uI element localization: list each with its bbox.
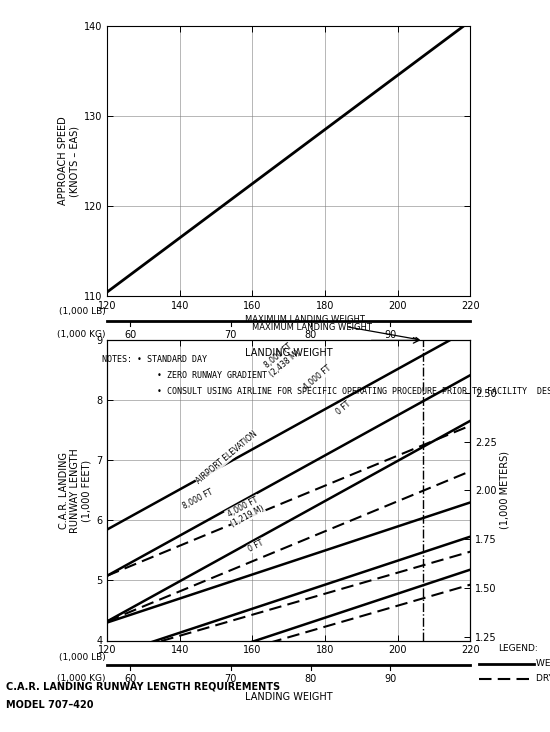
Text: MODEL 707–420: MODEL 707–420 xyxy=(6,700,93,710)
Text: (1,000 KG): (1,000 KG) xyxy=(57,330,106,339)
Text: LEGEND:: LEGEND: xyxy=(498,644,537,653)
Text: 80: 80 xyxy=(304,674,317,684)
Text: (1,000 LB): (1,000 LB) xyxy=(59,307,106,316)
Text: WET RUNWAY: WET RUNWAY xyxy=(536,660,550,668)
Text: (1,000 LB): (1,000 LB) xyxy=(59,652,106,662)
Text: 80: 80 xyxy=(304,330,317,340)
Text: 0 FT: 0 FT xyxy=(247,538,265,553)
Text: MAXIMUM LANDING WEIGHT: MAXIMUM LANDING WEIGHT xyxy=(245,315,419,340)
Text: 8,000 FT
(2,438 M): 8,000 FT (2,438 M) xyxy=(261,340,302,378)
Text: DRY RUNWAY: DRY RUNWAY xyxy=(536,674,550,683)
Text: • CONSULT USING AIRLINE FOR SPECIFIC OPERATING PROCEDURE PRIOR TO FACILITY  DESI: • CONSULT USING AIRLINE FOR SPECIFIC OPE… xyxy=(102,387,550,396)
Text: 70: 70 xyxy=(224,674,237,684)
Text: C.A.R. LANDING RUNWAY LENGTH REQUIREMENTS: C.A.R. LANDING RUNWAY LENGTH REQUIREMENT… xyxy=(6,681,279,692)
Y-axis label: (1,000 METERS): (1,000 METERS) xyxy=(499,452,510,529)
Text: 70: 70 xyxy=(224,330,237,340)
Y-axis label: APPROACH SPEED
(KNOTS – EAS): APPROACH SPEED (KNOTS – EAS) xyxy=(58,116,80,206)
Text: 8,000 FT: 8,000 FT xyxy=(182,488,214,511)
Text: • ZERO RUNWAY GRADIENT: • ZERO RUNWAY GRADIENT xyxy=(102,371,267,380)
Text: 60: 60 xyxy=(124,674,136,684)
Text: NOTES: • STANDARD DAY: NOTES: • STANDARD DAY xyxy=(102,355,207,364)
Text: (1,000 KG): (1,000 KG) xyxy=(57,674,106,683)
Text: 4,000 FT
(1,219 M): 4,000 FT (1,219 M) xyxy=(224,494,266,529)
Text: AIRPORT ELEVATION: AIRPORT ELEVATION xyxy=(195,429,260,485)
Text: MAXIMUM LANDING WEIGHT: MAXIMUM LANDING WEIGHT xyxy=(252,323,372,332)
Text: 60: 60 xyxy=(124,330,136,340)
Text: 0 FT: 0 FT xyxy=(334,399,352,417)
Text: LANDING WEIGHT: LANDING WEIGHT xyxy=(245,692,333,702)
Text: 4,000 FT: 4,000 FT xyxy=(302,364,333,392)
Text: 90: 90 xyxy=(384,330,397,340)
Text: LANDING WEIGHT: LANDING WEIGHT xyxy=(245,348,333,358)
Text: 90: 90 xyxy=(384,674,397,684)
Y-axis label: C.A.R. LANDING
RUNWAY LENGTH
(1,000 FEET): C.A.R. LANDING RUNWAY LENGTH (1,000 FEET… xyxy=(59,448,92,533)
